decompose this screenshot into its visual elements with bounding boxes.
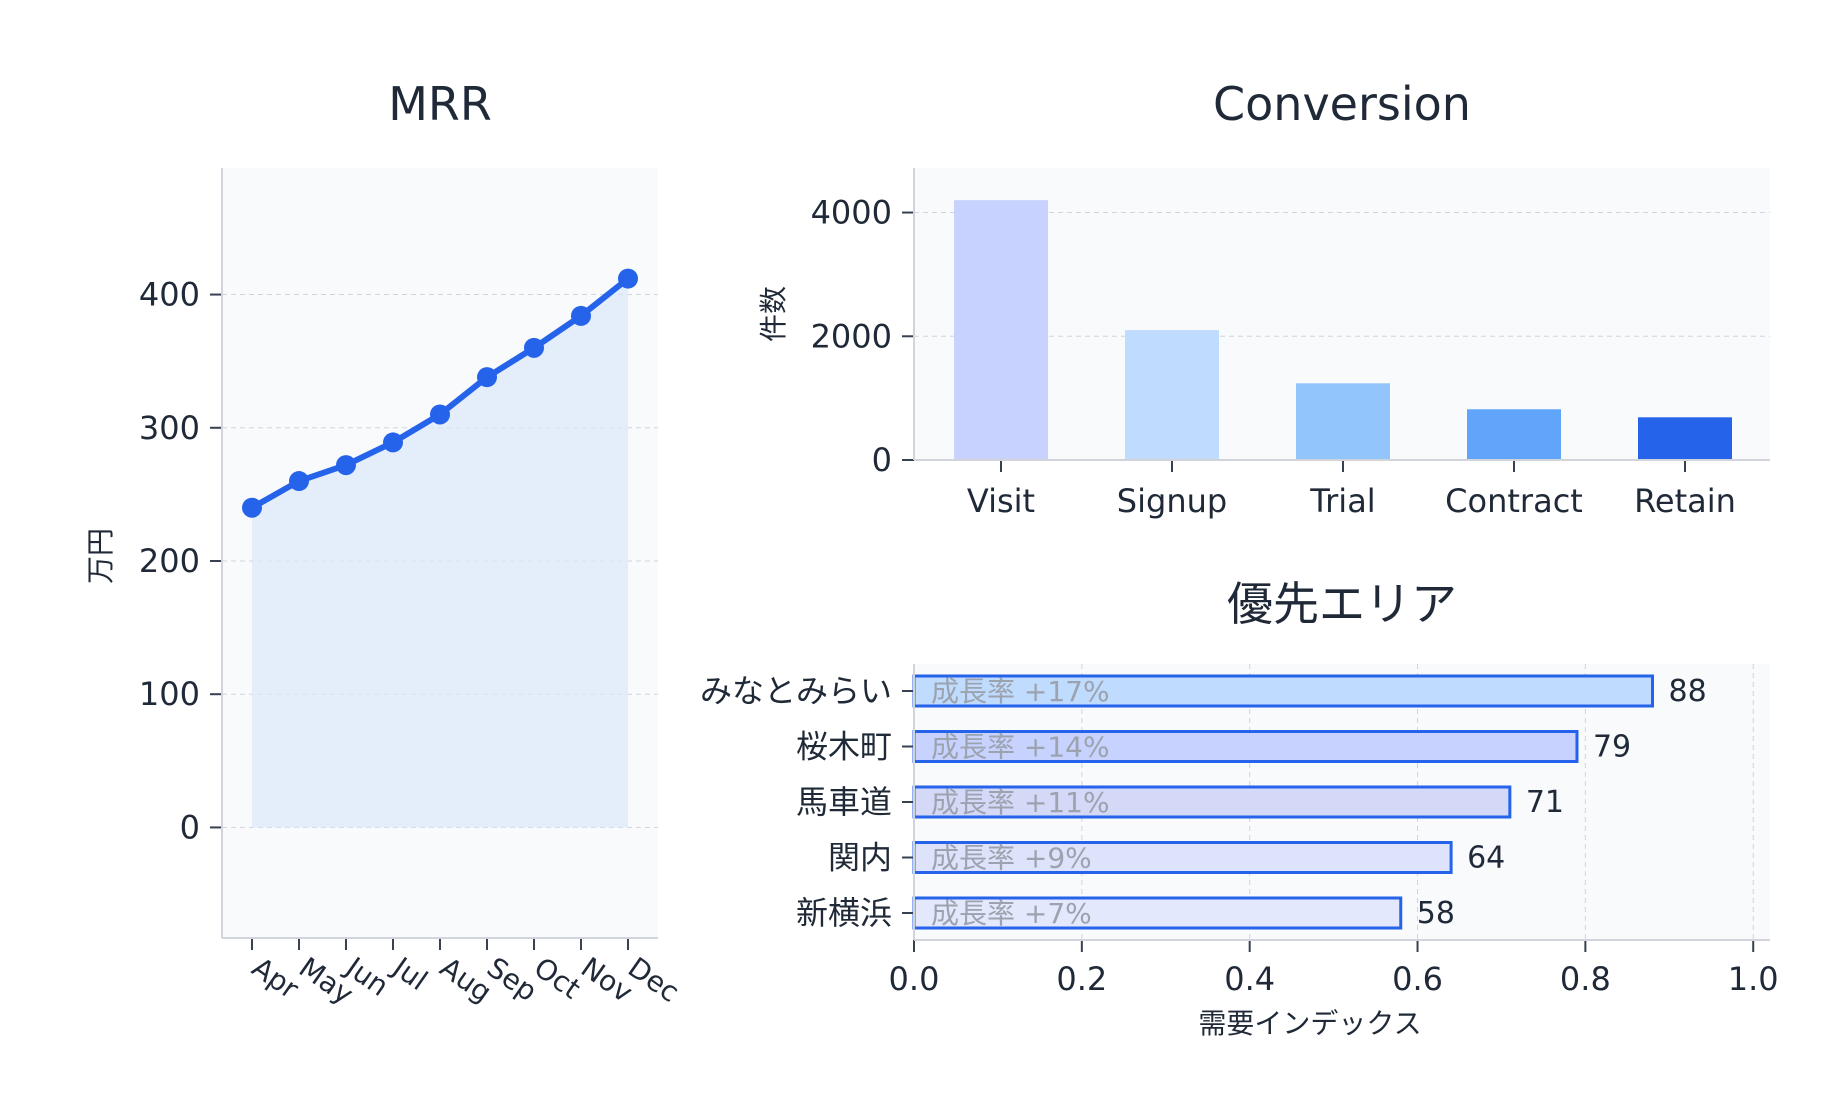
priority-area-growth-label: 成長率 +7% (931, 897, 1092, 930)
priority-area-value-label: 88 (1669, 674, 1707, 709)
priority-area-growth-labels: 成長率 +17% 成長率 +14% 成長率 +11% 成長率 +9% 成長率 +7% (931, 675, 1110, 930)
conversion-bar (1125, 330, 1219, 460)
priority-area-growth-label: 成長率 +17% (931, 675, 1110, 708)
mrr-data-point (242, 497, 262, 518)
priority-area-bar (912, 841, 1453, 874)
priority-area-y-tick-label: 馬車道 (796, 783, 892, 821)
priority-area-growth-label: 成長率 +9% (931, 842, 1092, 875)
priority-area-x-tick-label: 0.8 (1560, 960, 1611, 998)
priority-area-growth-label: 成長率 +14% (931, 731, 1110, 764)
priority-area-x-axis-label: 需要インデックス (1198, 1007, 1421, 1040)
conversion-x-tick-label: Retain (1634, 482, 1736, 520)
mrr-data-point (524, 337, 544, 358)
conversion-bar-chart: 0 2000 4000 Visit Signup Trial Contract Retain… (757, 77, 1770, 520)
mrr-data-point (336, 455, 356, 476)
conversion-x-tick-label: Contract (1445, 482, 1583, 520)
mrr-y-tick-label: 300 (139, 409, 200, 447)
priority-area-value-labels: 88 79 71 64 58 (1417, 674, 1707, 931)
conversion-bar (1296, 383, 1390, 460)
conversion-y-tick-labels: 0 2000 4000 (811, 194, 914, 479)
mrr-x-tick-label: Jul (385, 950, 433, 998)
conversion-x-tick-label: Trial (1309, 482, 1375, 520)
priority-area-value-label: 71 (1526, 785, 1564, 820)
priority-area-chart-title: 優先エリア (1227, 577, 1457, 631)
priority-area-x-tick-label: 1.0 (1728, 960, 1779, 998)
priority-area-bar (912, 896, 1403, 930)
mrr-data-point (430, 404, 450, 425)
conversion-y-axis-label: 件数 (757, 286, 790, 342)
conversion-y-tick-label: 0 (872, 441, 892, 479)
mrr-y-tick-label: 100 (139, 675, 200, 713)
conversion-bars (954, 200, 1732, 460)
mrr-y-tick-label: 200 (139, 542, 200, 580)
mrr-data-point (618, 268, 638, 289)
priority-area-bar-chart: 成長率 +17% 成長率 +14% 成長率 +11% 成長率 +9% 成長率 +7% 8… (700, 577, 1779, 1040)
conversion-x-tick-labels: Visit Signup Trial Contract Retain (967, 460, 1736, 520)
priority-area-y-tick-label: 桜木町 (796, 728, 892, 766)
mrr-x-tick-label: Dec (622, 951, 685, 1009)
mrr-data-point (289, 471, 309, 492)
conversion-y-tick-label: 2000 (811, 317, 892, 355)
mrr-y-axis-label: 万円 (84, 528, 117, 584)
conversion-x-tick-label: Signup (1117, 482, 1227, 520)
mrr-data-point (571, 305, 591, 326)
priority-area-y-tick-label: みなとみらい (700, 672, 892, 710)
priority-area-y-tick-label: 新横浜 (796, 894, 892, 932)
priority-area-y-tick-label: 関内 (828, 839, 892, 877)
mrr-data-point (477, 367, 497, 388)
priority-area-growth-label: 成長率 +11% (931, 786, 1110, 819)
conversion-bar (1638, 417, 1732, 460)
mrr-chart-title: MRR (388, 77, 492, 131)
mrr-y-tick-label: 0 (180, 808, 200, 846)
conversion-x-tick-label: Visit (967, 482, 1035, 520)
mrr-area (252, 278, 628, 828)
conversion-bar (954, 200, 1048, 460)
conversion-y-tick-label: 4000 (811, 194, 892, 232)
mrr-data-points (242, 268, 638, 518)
priority-area-x-tick-label: 0.4 (1224, 960, 1275, 998)
priority-area-x-tick-label: 0.0 (889, 960, 940, 998)
conversion-chart-title: Conversion (1213, 77, 1471, 131)
priority-area-x-tick-label: 0.6 (1392, 960, 1443, 998)
conversion-bar (1467, 409, 1561, 460)
mrr-y-tick-label: 400 (139, 276, 200, 314)
priority-area-value-label: 64 (1467, 841, 1505, 876)
priority-area-x-tick-label: 0.2 (1056, 960, 1107, 998)
mrr-y-tick-labels: 0 100 200 300 400 (139, 276, 222, 846)
mrr-area-fill (252, 278, 628, 828)
priority-area-value-label: 79 (1593, 730, 1631, 765)
mrr-data-point (383, 432, 403, 453)
priority-area-x-tick-labels: 0.0 0.2 0.4 0.6 0.8 1.0 (889, 940, 1779, 998)
priority-area-bars (912, 674, 1655, 930)
priority-area-bar (912, 785, 1512, 819)
priority-area-value-label: 58 (1417, 896, 1455, 931)
